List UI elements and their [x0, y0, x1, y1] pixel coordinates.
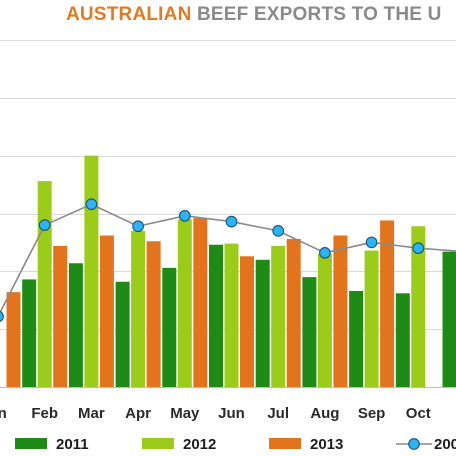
bar-2012-Jun: [224, 243, 239, 387]
bar-2011-Jul: [255, 259, 270, 387]
bar-2013-Apr: [146, 241, 161, 387]
line-point-Jun: [225, 215, 238, 228]
line-point-May: [178, 209, 191, 222]
bar-2012-May: [177, 219, 192, 387]
x-tick-label: an: [0, 405, 7, 422]
x-tick-label: Feb: [31, 405, 58, 422]
bar-2012-Feb: [37, 181, 52, 387]
chart-title: AUSTRALIAN BEEF EXPORTS TO THE U: [0, 4, 456, 28]
line-point-Jul: [272, 225, 285, 237]
bar-2013-Jun: [240, 256, 254, 387]
bar-2012-Sep: [364, 250, 379, 387]
x-tick-label: May: [170, 405, 200, 422]
bar-2012-Apr: [131, 230, 146, 387]
bar-2011-Feb: [22, 279, 37, 387]
x-tick-label: Sep: [358, 405, 386, 422]
line-point-Mar: [85, 198, 98, 211]
legend-marker-200: [408, 438, 420, 450]
bar-2013-an: [6, 292, 21, 387]
bar-2011-Aug: [302, 277, 317, 387]
legend-label-200: 200: [434, 436, 456, 453]
bar-2013-Mar: [99, 235, 114, 387]
legend: 2011 2012 2013 200: [15, 436, 456, 453]
bar-2012-Mar: [84, 155, 99, 387]
bar-2011-Mar: [68, 263, 83, 387]
x-tick-label: Jul: [267, 405, 289, 422]
bar-2011-Apr: [115, 281, 130, 387]
line-point-Oct: [412, 242, 425, 255]
bar-2012-Jul: [271, 245, 286, 387]
line-point-Sep: [365, 236, 378, 249]
legend-label-2011: 2011: [56, 436, 89, 453]
bar-2013-Jul: [286, 238, 301, 387]
legend-label-2012: 2012: [183, 436, 216, 453]
bar-2013-Sep: [380, 220, 395, 387]
line-series: [0, 198, 456, 322]
x-tick-labels: anFebMarAprMayJunJulAugSepOctN: [0, 405, 431, 422]
bar-2011-Sep: [349, 290, 364, 387]
bar-2013-May: [193, 218, 208, 387]
line-point-Apr: [132, 220, 144, 233]
x-tick-label: Mar: [78, 405, 105, 422]
bars: [6, 155, 456, 387]
x-tick-label: Oct: [406, 405, 431, 422]
x-tick-label: Apr: [125, 405, 151, 422]
x-tick-label: Jun: [218, 405, 245, 422]
legend-label-2013: 2013: [310, 436, 343, 453]
chart-title-accent: AUSTRALIAN: [66, 4, 192, 25]
bar-2012-Aug: [317, 253, 332, 387]
bar-2011-Jun: [209, 244, 223, 387]
line-point-Aug: [319, 246, 331, 259]
bar-2013-Feb: [53, 245, 68, 387]
legend-swatch-2011: [15, 438, 47, 449]
bar-2011-May: [162, 267, 177, 387]
bar-2011-Oct: [395, 293, 410, 387]
bar-2011-N: [442, 251, 456, 387]
bar-2012-Oct: [411, 226, 426, 387]
line-point-Feb: [38, 219, 51, 231]
x-tick-label: Aug: [310, 405, 339, 422]
legend-swatch-2013: [269, 438, 301, 449]
chart-title-main: BEEF EXPORTS TO THE U: [196, 4, 442, 25]
line-point-an: [0, 310, 4, 322]
bar-2013-Aug: [333, 235, 348, 387]
legend-swatch-2012: [142, 438, 174, 449]
